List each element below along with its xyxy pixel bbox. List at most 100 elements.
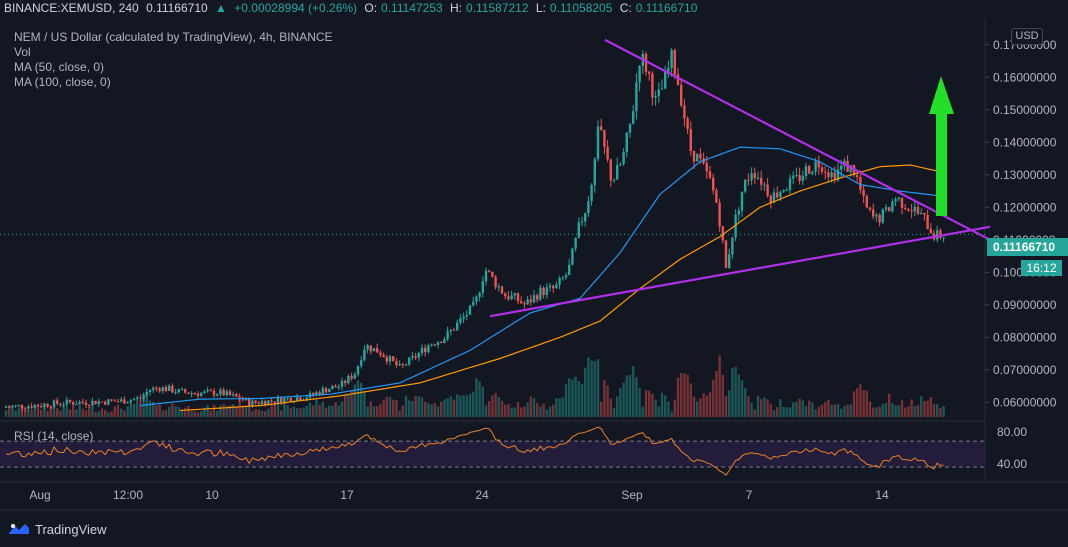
volume-bar [97, 411, 100, 417]
candle-body [129, 400, 132, 403]
volume-bar [315, 399, 318, 417]
candle-body [606, 147, 609, 160]
volume-bar [900, 400, 904, 417]
volume-bar [872, 407, 875, 417]
ma50-indicator-label[interactable]: MA (50, close, 0) [14, 60, 105, 74]
volume-bar [596, 359, 600, 417]
candle-body [568, 264, 571, 275]
volume-bar [769, 403, 772, 417]
candle-body [356, 365, 360, 375]
volume-bar [414, 395, 417, 417]
volume-bar [747, 396, 750, 417]
volume-bar [558, 398, 561, 417]
volume-bar [552, 404, 555, 417]
candle-body [107, 399, 110, 405]
candle-body [395, 360, 398, 366]
volume-bar [737, 374, 740, 417]
volume-bar [187, 406, 190, 417]
candle-body [203, 391, 206, 393]
candle-body [939, 230, 942, 238]
candle-body [705, 162, 708, 172]
candle-body [84, 402, 88, 405]
candle-body [270, 400, 273, 402]
candle-body [548, 285, 552, 288]
volume-bar [180, 409, 184, 417]
volume-bar [923, 401, 926, 417]
candle-body [776, 192, 779, 198]
candle-body [494, 276, 497, 288]
volume-bar [782, 406, 785, 417]
volume-bar [203, 407, 206, 417]
candle-body [235, 394, 238, 397]
candle-body [353, 374, 356, 379]
candle-body [78, 401, 81, 405]
volume-bar [724, 396, 728, 417]
volume-indicator-label[interactable]: Vol [14, 45, 31, 59]
candle-body [328, 389, 331, 393]
volume-bar [11, 405, 14, 417]
candle-body [689, 129, 692, 152]
volume-bar [456, 394, 459, 417]
symbol-title[interactable]: BINANCE:XEMUSD, 240 [4, 1, 139, 15]
candle-body [660, 88, 664, 90]
volume-bar [251, 411, 254, 417]
volume-bar [123, 410, 126, 417]
time-tick-label: 12:00 [113, 488, 143, 502]
brand-name: TradingView [35, 521, 107, 537]
currency-button[interactable]: USD [1011, 28, 1043, 45]
ma100-line [179, 164, 941, 412]
candle-body [868, 207, 872, 210]
candle-body [36, 404, 40, 407]
volume-bar [369, 401, 372, 417]
ma100-indicator-label[interactable]: MA (100, close, 0) [14, 75, 111, 89]
candle-body [545, 287, 548, 296]
volume-bar [168, 406, 171, 417]
candle-body [593, 159, 596, 186]
candle-body [859, 177, 862, 190]
volume-bar [696, 401, 699, 417]
volume-bar [75, 409, 78, 417]
volume-bar [801, 400, 804, 417]
candle-body [225, 391, 228, 396]
candle-body [740, 191, 744, 211]
candle-body [289, 398, 292, 402]
volume-bar [721, 374, 724, 417]
candle-body [728, 254, 731, 268]
candle-body [488, 270, 491, 272]
candle-body [609, 159, 612, 181]
candle-body [280, 397, 283, 404]
candle-body [699, 154, 702, 159]
volume-bar [392, 399, 395, 417]
candle-body [696, 154, 699, 162]
candle-body [750, 173, 753, 181]
candle-body [782, 190, 785, 192]
volume-bar [932, 404, 936, 417]
candle-body [862, 189, 865, 197]
volume-bar [510, 407, 513, 417]
chart-title[interactable]: NEM / US Dollar (calculated by TradingVi… [14, 30, 333, 44]
rsi-band-fill [0, 441, 985, 468]
candle-body [257, 402, 260, 404]
candle-body [136, 397, 139, 400]
volume-bar [100, 408, 104, 417]
candle-body [340, 380, 344, 387]
candle-body [920, 212, 923, 214]
volume-bar [744, 388, 747, 417]
candle-body [686, 118, 689, 130]
time-tick-label: 10 [205, 488, 219, 502]
rsi-indicator-label[interactable]: RSI (14, close) [14, 429, 94, 443]
candle-body [337, 386, 340, 388]
up-arrow-icon: ▲ [215, 1, 227, 15]
candle-body [731, 237, 734, 255]
candle-body [248, 398, 251, 406]
rsi-tick-label: 40.00 [997, 457, 1027, 471]
candle-body [360, 360, 363, 366]
lower-trendline [489, 225, 991, 318]
volume-bar [241, 405, 244, 417]
candle-body [600, 126, 603, 130]
brand[interactable]: TradingView [8, 519, 107, 539]
candle-body [654, 95, 657, 98]
volume-bar [235, 406, 238, 417]
volume-bar [177, 406, 180, 417]
